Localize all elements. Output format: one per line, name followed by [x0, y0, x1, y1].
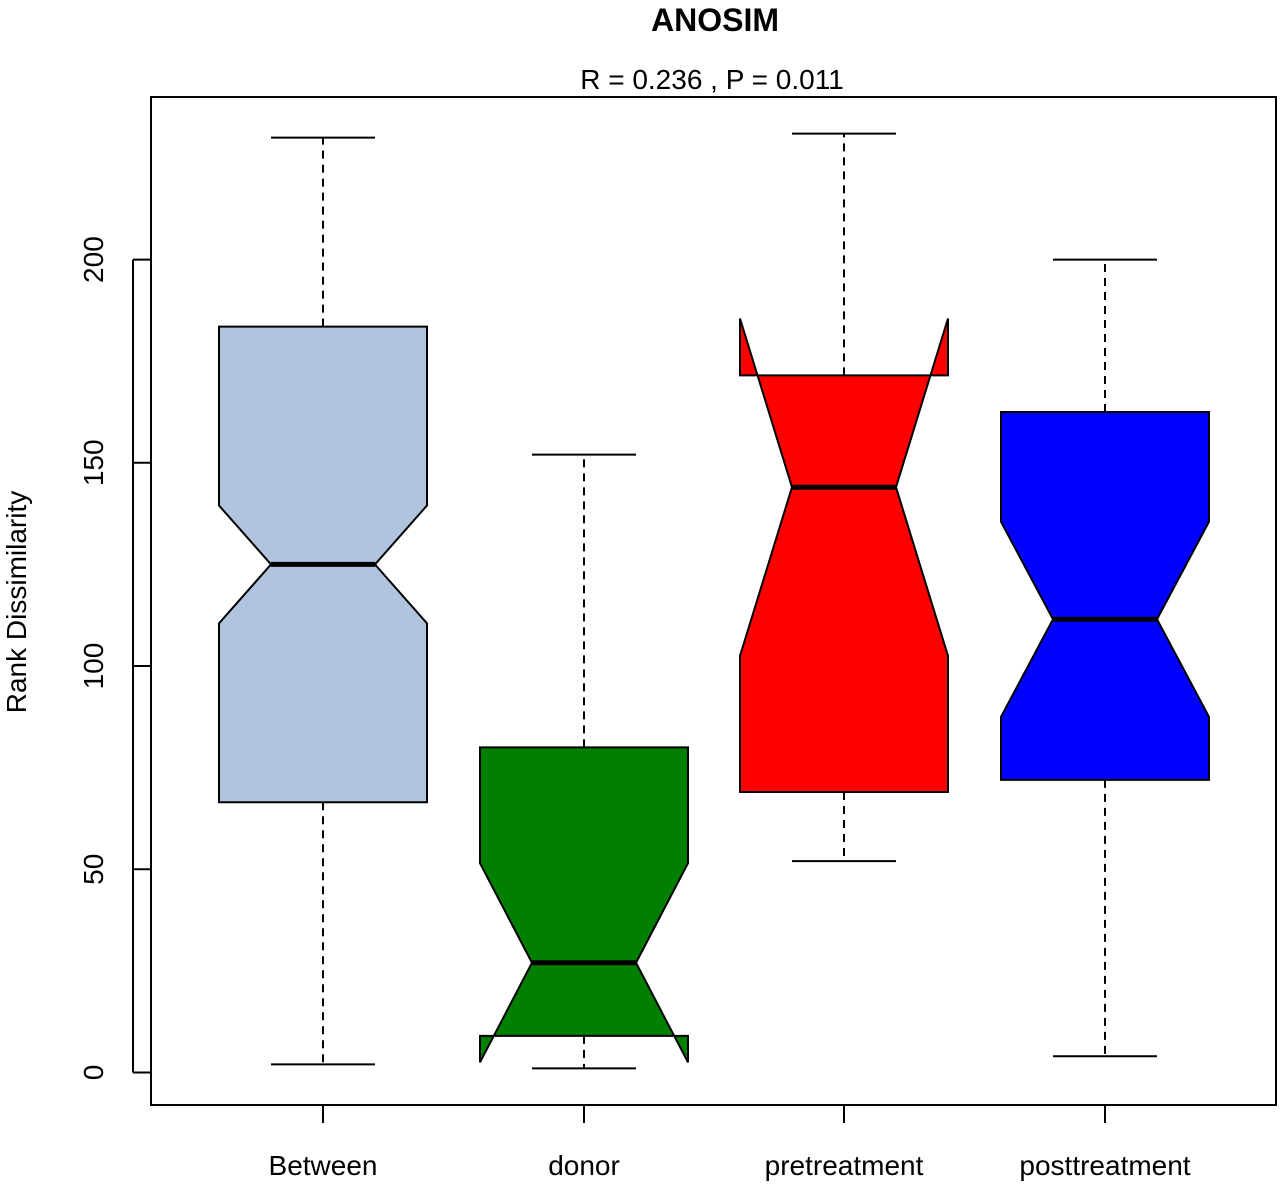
- y-tick-label: 100: [78, 643, 109, 690]
- y-axis-label: Rank Dissimilarity: [1, 491, 32, 713]
- boxes-layer: [218, 132, 1210, 1070]
- y-axis: 0 50 100 150 200: [78, 236, 151, 1080]
- box-body: [1000, 411, 1210, 781]
- y-tick-label: 0: [78, 1065, 109, 1081]
- plot-frame: [150, 96, 1277, 1106]
- y-tick-label: 50: [78, 854, 109, 885]
- x-tick-label: posttreatment: [1019, 1150, 1190, 1181]
- x-tick-label: donor: [548, 1150, 620, 1181]
- box-donor: [479, 453, 689, 1070]
- box-pretreatment: [739, 132, 949, 863]
- chart-subtitle: R = 0.236 , P = 0.011: [580, 64, 844, 95]
- box-body: [479, 746, 689, 1063]
- x-axis: Between donor pretreatment posttreatment: [269, 1105, 1191, 1181]
- y-tick-label: 150: [78, 439, 109, 486]
- box-body: [739, 318, 949, 794]
- x-tick-label: pretreatment: [765, 1150, 924, 1181]
- box-posttreatment: [1000, 258, 1210, 1058]
- chart-title: ANOSIM: [651, 2, 779, 38]
- box-Between: [218, 136, 428, 1066]
- y-tick-label: 200: [78, 236, 109, 283]
- x-tick-label: Between: [269, 1150, 378, 1181]
